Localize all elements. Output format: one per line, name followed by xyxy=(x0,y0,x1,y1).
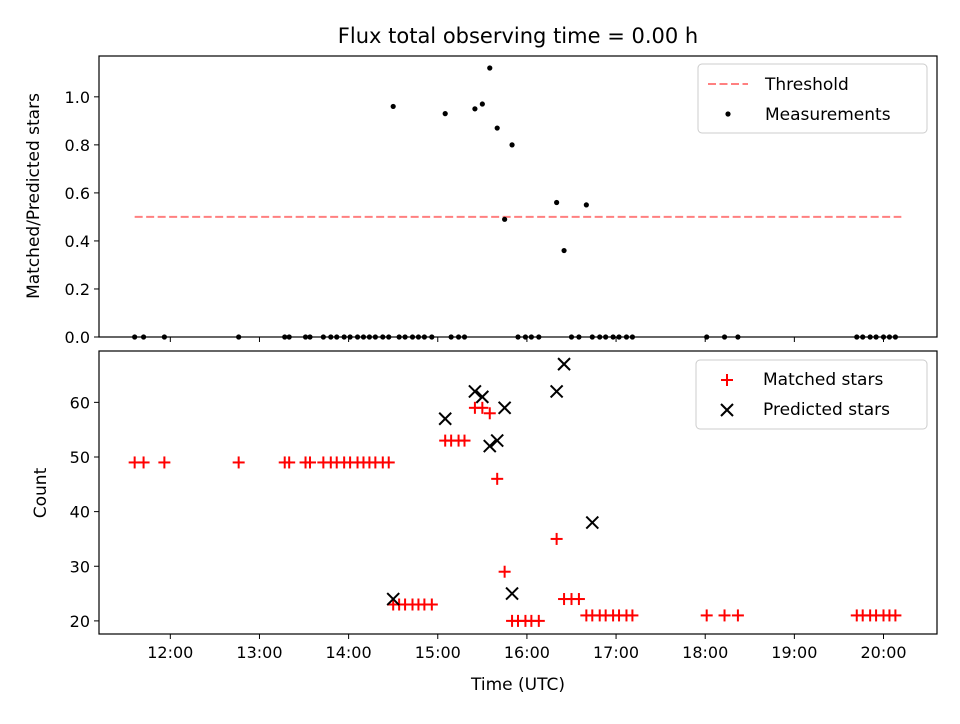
bottom-y-axis-label: Count xyxy=(31,467,51,518)
legend-measurements-swatch xyxy=(725,111,731,117)
predicted-stars-point xyxy=(438,412,452,426)
matched-stars-point xyxy=(572,593,585,606)
top-chart-title: Flux total observing time = 0.00 h xyxy=(338,24,698,48)
bottom-y-tick-label: 60 xyxy=(70,393,90,412)
measurement-point xyxy=(509,142,515,148)
matched-stars-point xyxy=(700,609,713,622)
bottom-panel: 12:00 13:00 14:00 15:00 16:00 17:00 18:00 19:00… xyxy=(70,357,907,662)
matched-stars-point xyxy=(498,565,511,578)
bottom-y-tick-label: 50 xyxy=(70,448,90,467)
top-plot-frame xyxy=(98,55,938,338)
bottom-plot-frame xyxy=(98,350,938,635)
legend-threshold-label: Threshold xyxy=(764,75,849,95)
legend-predicted-label: Predicted stars xyxy=(763,400,890,420)
predicted-stars-point xyxy=(468,384,482,399)
matched-stars-point xyxy=(889,609,902,622)
measurement-point xyxy=(390,103,396,110)
measurement-point xyxy=(502,216,508,222)
x-tick-label: 18:00 xyxy=(682,643,728,662)
matched-stars-point xyxy=(425,598,438,611)
matched-stars-point xyxy=(232,456,245,469)
matched-stars-point xyxy=(491,472,504,485)
predicted-stars-point xyxy=(585,515,599,530)
predicted-stars-point xyxy=(490,433,504,448)
measurement-point xyxy=(561,247,567,254)
measurement-point xyxy=(442,111,448,117)
bottom-y-tick-label: 40 xyxy=(70,503,90,522)
predicted-stars-point xyxy=(549,384,564,399)
matched-stars-point xyxy=(283,456,296,469)
measurement-point xyxy=(583,202,589,208)
matched-stars-point xyxy=(137,456,150,469)
x-tick-label: 16:00 xyxy=(504,643,550,662)
legend-measurements-label: Measurements xyxy=(765,105,891,125)
matched-stars-point xyxy=(476,401,489,414)
top-legend: Threshold Measurements xyxy=(697,63,928,134)
matched-stars-point xyxy=(532,614,545,627)
matched-stars-point xyxy=(483,407,496,420)
predicted-stars-point xyxy=(386,592,400,606)
x-axis-label: Time (UTC) xyxy=(470,675,565,695)
legend-predicted-swatch xyxy=(720,403,734,417)
predicted-stars-point xyxy=(497,401,512,415)
measurement-point xyxy=(479,101,485,107)
predicted-stars-point xyxy=(483,439,497,453)
x-tick-label: 15:00 xyxy=(415,643,461,662)
legend-matched-label: Matched stars xyxy=(763,370,883,390)
bottom-legend: Matched stars Predicted stars xyxy=(695,359,928,430)
top-y-tick-label: 0.2 xyxy=(65,280,90,299)
top-y-tick-label: 0.0 xyxy=(65,328,90,347)
x-tick-label: 12:00 xyxy=(147,643,193,662)
predicted-stars-point xyxy=(557,357,571,371)
x-tick-label: 17:00 xyxy=(593,643,639,662)
measurement-point xyxy=(494,125,500,131)
measurement-point xyxy=(472,106,478,112)
matched-stars-point xyxy=(626,609,639,622)
legend-matched-swatch xyxy=(721,374,733,386)
matched-stars-point xyxy=(382,456,395,469)
top-y-axis-label: Matched/Predicted stars xyxy=(24,93,44,299)
predicted-stars-point xyxy=(475,390,490,404)
measurement-point xyxy=(554,199,560,206)
x-tick-label: 14:00 xyxy=(326,643,372,662)
x-tick-label: 19:00 xyxy=(771,643,817,662)
matched-stars-point xyxy=(458,434,471,447)
matched-stars-point xyxy=(303,456,316,469)
predicted-stars-point xyxy=(505,586,519,601)
measurement-point xyxy=(487,65,493,71)
top-y-tick-label: 1.0 xyxy=(65,88,90,107)
top-legend-box xyxy=(697,63,928,134)
top-y-tick-label: 0.6 xyxy=(65,184,90,203)
x-tick-label: 20:00 xyxy=(860,643,906,662)
matched-stars-point xyxy=(718,609,731,622)
matched-stars-point xyxy=(158,456,171,469)
bottom-legend-box xyxy=(695,359,928,430)
bottom-y-tick-label: 30 xyxy=(70,557,90,576)
matched-stars-point xyxy=(550,532,563,545)
matched-stars-point xyxy=(731,609,744,622)
top-y-tick-label: 0.8 xyxy=(65,136,90,155)
top-y-tick-label: 0.4 xyxy=(65,232,90,251)
bottom-y-tick-label: 20 xyxy=(70,612,90,631)
x-tick-label: 13:00 xyxy=(236,643,282,662)
